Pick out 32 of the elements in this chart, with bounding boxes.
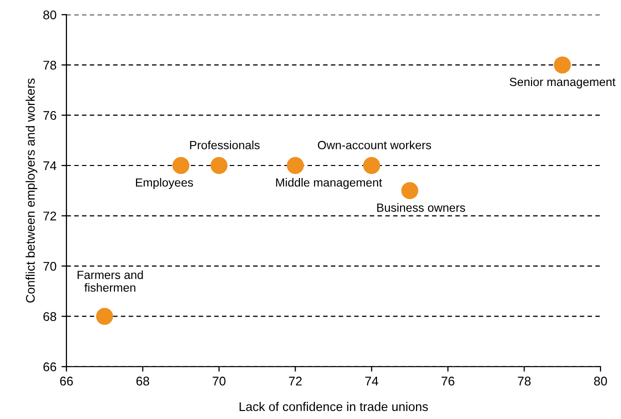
x-tick-label: 76 [442, 376, 454, 386]
annotation: Business owners [377, 203, 466, 212]
point [96, 308, 114, 325]
y-axis-title: Conflict between employers and workers [26, 78, 38, 303]
annotation: Own-account workers [318, 140, 432, 150]
annotation: Middle management [276, 178, 382, 190]
y-tick-label: 76 [43, 111, 56, 120]
y-tick-label: 70 [43, 262, 56, 271]
point [286, 157, 304, 174]
annotation: Professionals [190, 140, 260, 150]
y-tick-label: 66 [43, 362, 56, 372]
y-tick-label: 80 [43, 10, 56, 20]
point [401, 182, 418, 200]
y-tick-label: 74 [43, 161, 56, 170]
x-tick-label: 74 [365, 376, 378, 386]
y-tick-label: 78 [43, 60, 56, 70]
point [172, 157, 190, 174]
y-tick-label: 68 [43, 312, 56, 321]
point [554, 56, 571, 74]
point [210, 157, 228, 174]
annotation: Farmers and fishermen [78, 270, 143, 292]
x-tick-label: 72 [289, 376, 302, 386]
x-tick-label: 66 [60, 376, 73, 386]
y-tick-label: 72 [43, 212, 56, 220]
x-tick-label: 80 [594, 376, 607, 386]
point [363, 157, 380, 174]
x-tick-label: 78 [518, 376, 531, 386]
x-axis-title: Lack of confidence in trade unions [240, 402, 428, 412]
annotation: Employees [136, 178, 193, 190]
x-tick-label: 70 [212, 376, 226, 386]
annotation: Senior management [510, 77, 616, 88]
x-tick-label: 68 [136, 376, 150, 386]
